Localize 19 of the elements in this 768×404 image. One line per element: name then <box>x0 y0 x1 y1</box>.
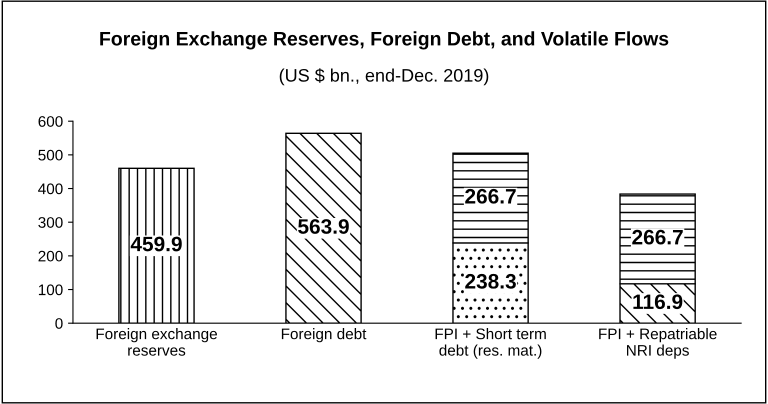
data-label: 266.7 <box>632 230 683 245</box>
y-tick-label: 200 <box>38 250 63 262</box>
data-label: 116.9 <box>633 294 682 310</box>
data-label: 563.9 <box>298 219 349 234</box>
chart-subtitle: (US $ bn., end-Dec. 2019) <box>280 68 488 86</box>
x-tick-label: FPI + Short term debt (res. mat.) <box>436 328 546 359</box>
y-tick-label: 600 <box>38 116 63 127</box>
chart-title: Foreign Exchange Reserves, Foreign Debt, and Volatile Flows <box>100 31 668 50</box>
y-tick-label: 100 <box>38 284 63 296</box>
y-tick-label: 0 <box>55 318 63 329</box>
y-tick-label: 400 <box>38 183 63 194</box>
y-tick-label: 300 <box>38 217 63 228</box>
data-label: 459.9 <box>130 236 182 252</box>
y-tick-label: 500 <box>38 150 63 161</box>
x-tick-label: FPI + Repatriable NRI deps <box>599 328 717 359</box>
data-label: 238.3 <box>465 274 516 289</box>
x-tick-label: Foreign exchange reserves <box>96 328 217 356</box>
data-label: 266.7 <box>465 188 516 204</box>
x-tick-label: Foreign debt <box>282 328 366 342</box>
